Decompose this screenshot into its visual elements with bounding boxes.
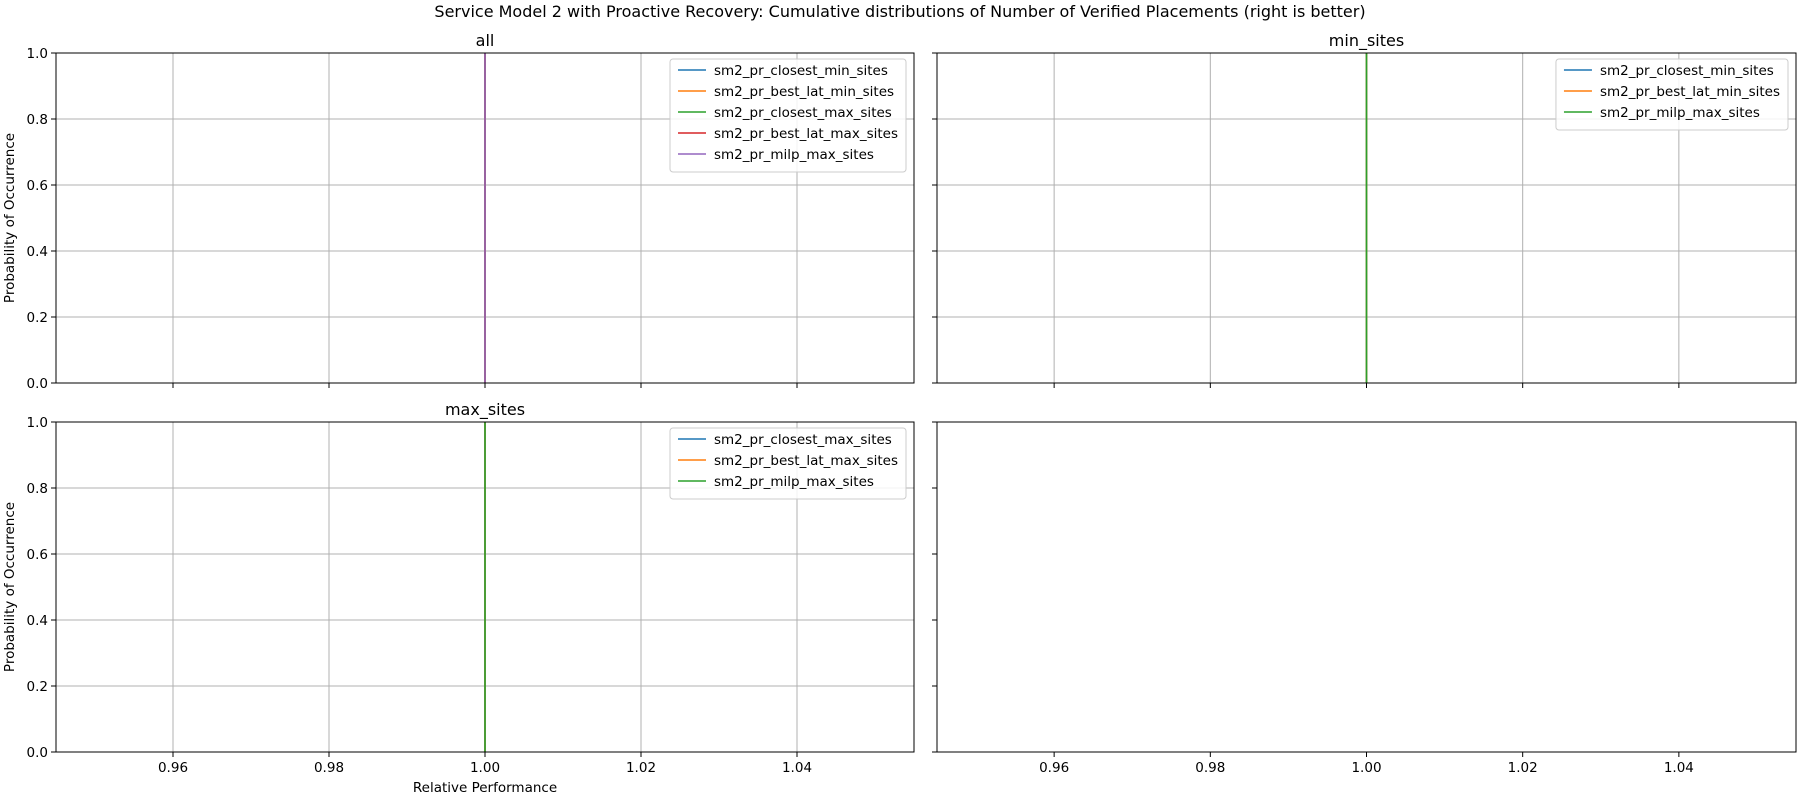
legend: sm2_pr_closest_min_sites sm2_pr_best_lat_…: [669, 58, 907, 173]
legend-label: sm2_pr_milp_max_sites: [714, 474, 874, 490]
legend-label: sm2_pr_best_lat_max_sites: [714, 126, 898, 142]
legend-frame: [1555, 58, 1789, 131]
legend-label: sm2_pr_closest_max_sites: [714, 105, 892, 121]
subplot-1: 0.0 0.2 0.4 0.6 0.8 1.0 all Probability of Occu…: [2, 31, 915, 392]
x-tick-label: 0.98: [1195, 760, 1225, 776]
subplot-grid: 0.0 0.2 0.4 0.6 0.8 1.0 all Probability of Occu…: [2, 31, 1797, 796]
y-axis-label: Probability of Occurrence: [2, 133, 18, 303]
y-tick-label: 0.8: [27, 112, 48, 128]
x-tick-label: 1.02: [1508, 760, 1538, 776]
legend-label: sm2_pr_milp_max_sites: [714, 147, 874, 163]
legend-label: sm2_pr_best_lat_min_sites: [1600, 84, 1780, 100]
x-tick-label: 1.00: [470, 760, 500, 776]
legend: sm2_pr_closest_min_sites sm2_pr_best_lat_…: [1555, 58, 1789, 131]
y-tick-label: 0.6: [27, 178, 48, 194]
x-axis-label: Relative Performance: [413, 780, 557, 796]
y-tick-label: 1.0: [27, 415, 48, 431]
legend-frame: [669, 58, 907, 173]
legend-label: sm2_pr_closest_max_sites: [714, 432, 892, 448]
y-tick-label: 1.0: [27, 46, 48, 62]
axes-frame: [936, 421, 1797, 753]
x-tick-label: 1.02: [626, 760, 656, 776]
legend-label: sm2_pr_closest_min_sites: [1600, 63, 1774, 79]
x-tick-label: 1.04: [1664, 760, 1694, 776]
legend-label: sm2_pr_best_lat_max_sites: [714, 453, 898, 469]
y-axis-label: Probability of Occurrence: [2, 502, 18, 672]
legend-label: sm2_pr_closest_min_sites: [714, 63, 888, 79]
legend-label: sm2_pr_best_lat_min_sites: [714, 84, 894, 100]
subplot-title: min_sites: [1329, 31, 1404, 51]
y-tick-label: 0.2: [27, 679, 48, 695]
subplot-4: 0.96 0.98 1.00 1.02 1.04: [932, 421, 1797, 776]
legend-label: sm2_pr_milp_max_sites: [1600, 105, 1760, 121]
x-tick-label: 0.98: [314, 760, 344, 776]
x-tick-label: 1.00: [1351, 760, 1381, 776]
y-tick-label: 0.4: [27, 244, 48, 260]
y-tick-label: 0.0: [27, 745, 48, 761]
legend-frame: [669, 427, 907, 500]
y-tick-label: 0.8: [27, 481, 48, 497]
subplot-3: 0.96 0.98 1.00 1.02 1.04 0.0 0.2 0.4 0.6 0.8 1.0 ma…: [2, 400, 915, 796]
subplot-2: min_sitessm2_pr_closest_min_sitessm2_pr_…: [932, 31, 1797, 388]
y-tick-label: 0.4: [27, 613, 48, 629]
y-tick-label: 0.6: [27, 547, 48, 563]
subplot-title: max_sites: [445, 400, 525, 420]
legend: sm2_pr_closest_max_sites sm2_pr_best_lat_…: [669, 427, 907, 500]
x-tick-label: 0.96: [158, 760, 188, 776]
y-tick-label: 0.0: [27, 376, 48, 392]
x-tick-label: 0.96: [1039, 760, 1069, 776]
subplot-title: all: [476, 31, 495, 50]
figure-suptitle: Service Model 2 with Proactive Recovery:…: [434, 2, 1365, 21]
x-tick-label: 1.04: [782, 760, 812, 776]
y-tick-label: 0.2: [27, 310, 48, 326]
